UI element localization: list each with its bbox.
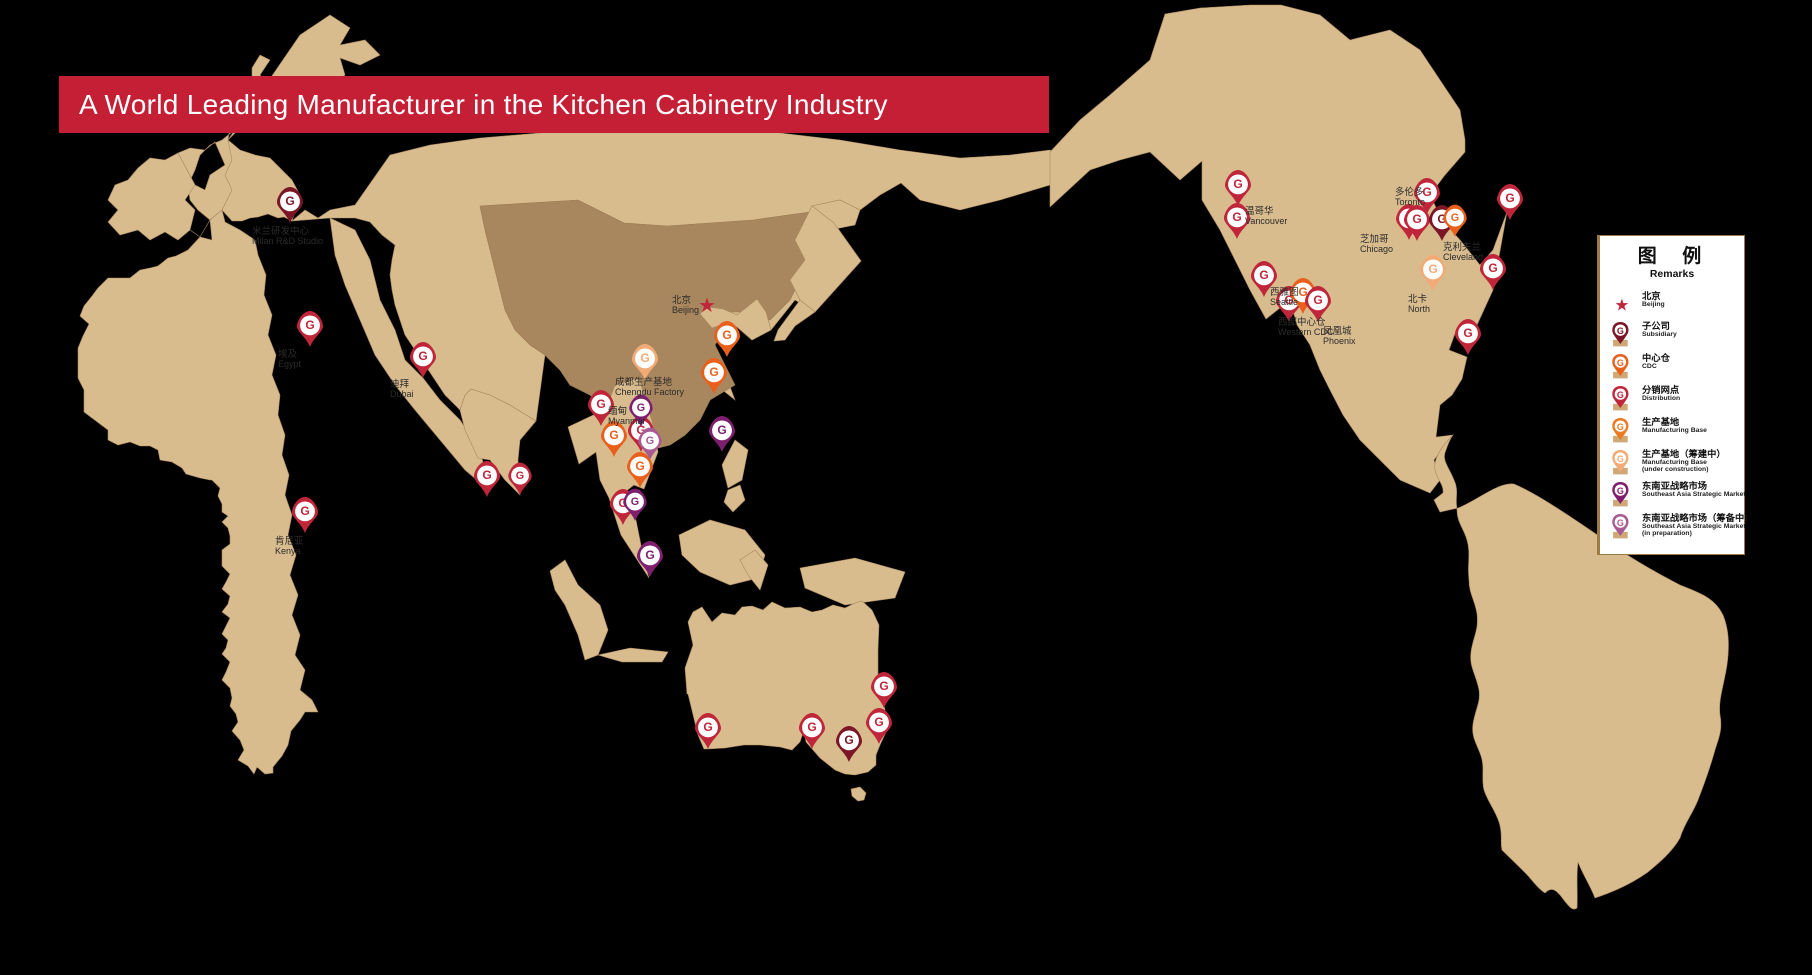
svg-text:G: G	[640, 351, 649, 365]
svg-text:G: G	[1617, 390, 1624, 400]
svg-text:G: G	[1232, 210, 1241, 224]
svg-text:G: G	[631, 496, 639, 508]
svg-text:G: G	[844, 733, 853, 747]
svg-text:G: G	[1428, 262, 1437, 276]
svg-text:G: G	[703, 720, 712, 734]
svg-text:G: G	[482, 468, 491, 482]
svg-text:G: G	[305, 318, 314, 332]
svg-text:G: G	[646, 435, 654, 447]
svg-text:G: G	[1617, 454, 1624, 464]
svg-text:G: G	[300, 504, 309, 518]
svg-text:G: G	[1463, 326, 1472, 340]
svg-text:G: G	[879, 679, 888, 693]
svg-text:G: G	[709, 365, 718, 379]
svg-text:G: G	[645, 548, 654, 562]
svg-text:G: G	[1617, 486, 1624, 496]
svg-text:G: G	[285, 194, 294, 208]
svg-text:G: G	[807, 720, 816, 734]
svg-text:★: ★	[1615, 296, 1630, 315]
svg-text:G: G	[1233, 177, 1242, 191]
svg-text:G: G	[1313, 293, 1322, 307]
svg-text:G: G	[874, 715, 883, 729]
svg-text:G: G	[1488, 261, 1497, 275]
svg-text:G: G	[1617, 358, 1624, 368]
svg-text:G: G	[717, 423, 726, 437]
svg-text:G: G	[1617, 326, 1624, 336]
svg-text:G: G	[1259, 268, 1268, 282]
svg-text:G: G	[1412, 212, 1421, 226]
svg-text:G: G	[596, 397, 605, 411]
svg-text:G: G	[1617, 518, 1624, 528]
svg-text:G: G	[1617, 422, 1624, 432]
svg-text:★: ★	[698, 295, 716, 317]
svg-text:G: G	[722, 328, 731, 342]
svg-text:G: G	[1451, 212, 1459, 224]
svg-text:G: G	[418, 349, 427, 363]
svg-text:G: G	[516, 470, 524, 482]
svg-text:G: G	[635, 459, 644, 473]
svg-text:G: G	[1505, 191, 1514, 205]
svg-text:G: G	[609, 428, 618, 442]
